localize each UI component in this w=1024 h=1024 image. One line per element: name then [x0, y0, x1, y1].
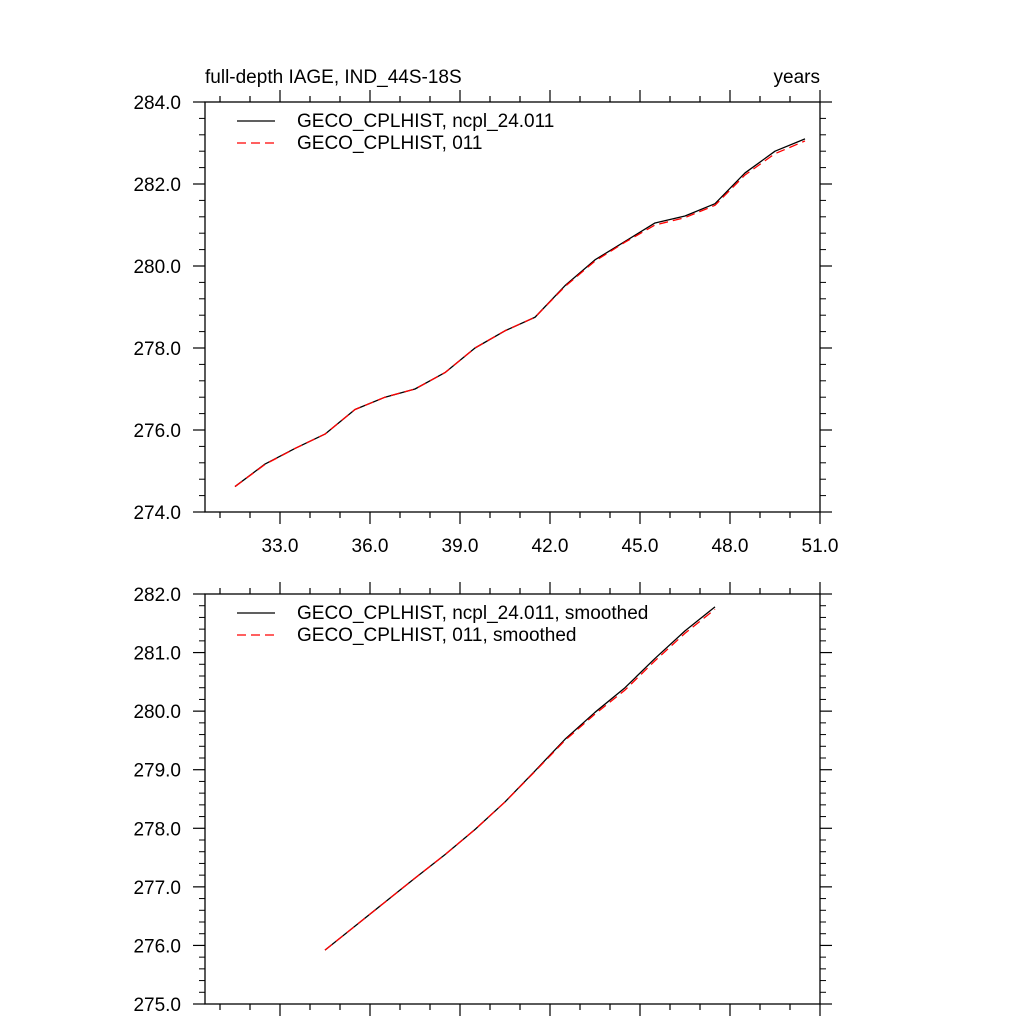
y-tick-label: 281.0: [133, 644, 181, 665]
x-tick-label: 51.0: [802, 536, 839, 557]
series-line-red-dashed: [234, 140, 806, 488]
x-tick-label: 39.0: [442, 536, 479, 557]
plot-frame: [204, 593, 821, 1005]
y-tick-label: 284.0: [133, 93, 181, 114]
y-tick-label: 282.0: [133, 175, 181, 196]
units-label: years: [774, 67, 820, 88]
y-tick-label: 276.0: [133, 936, 181, 957]
y-tick-label: 277.0: [133, 878, 181, 899]
x-tick-label: 45.0: [622, 536, 659, 557]
y-tick-label: 280.0: [133, 702, 181, 723]
x-tick-label: 48.0: [712, 536, 749, 557]
y-tick-label: 274.0: [133, 503, 181, 524]
x-tick-label: 42.0: [532, 536, 569, 557]
chart-title: full-depth IAGE, IND_44S-18S: [205, 67, 462, 88]
bottom-panel: 275.0 276.0 277.0 278.0 279.0 280.0 281.0 282.0…: [133, 582, 832, 1016]
series-line-red-dashed: [324, 608, 716, 951]
y-tick-label: 276.0: [133, 421, 181, 442]
y-tick-label: 278.0: [133, 339, 181, 360]
series-line-black: [324, 606, 716, 951]
series-line-black: [234, 138, 806, 488]
top-panel: 33.0 36.0 39.0 42.0 45.0 48.0 51.0 274.0 276.0 27…: [133, 90, 838, 557]
x-tick-label: 36.0: [352, 536, 389, 557]
y-tick-label: 282.0: [133, 585, 181, 606]
plot-frame: [204, 101, 821, 513]
y-tick-label: 279.0: [133, 761, 181, 782]
x-tick-label: 33.0: [262, 536, 299, 557]
legend-label: GECO_CPLHIST, 011, smoothed: [297, 625, 577, 646]
y-tick-label: 280.0: [133, 257, 181, 278]
legend-label: GECO_CPLHIST, ncpl_24.011: [297, 111, 554, 132]
legend-label: GECO_CPLHIST, ncpl_24.011, smoothed: [297, 603, 648, 624]
legend-label: GECO_CPLHIST, 011: [297, 133, 483, 154]
y-tick-label: 275.0: [133, 995, 181, 1016]
y-tick-label: 278.0: [133, 819, 181, 840]
